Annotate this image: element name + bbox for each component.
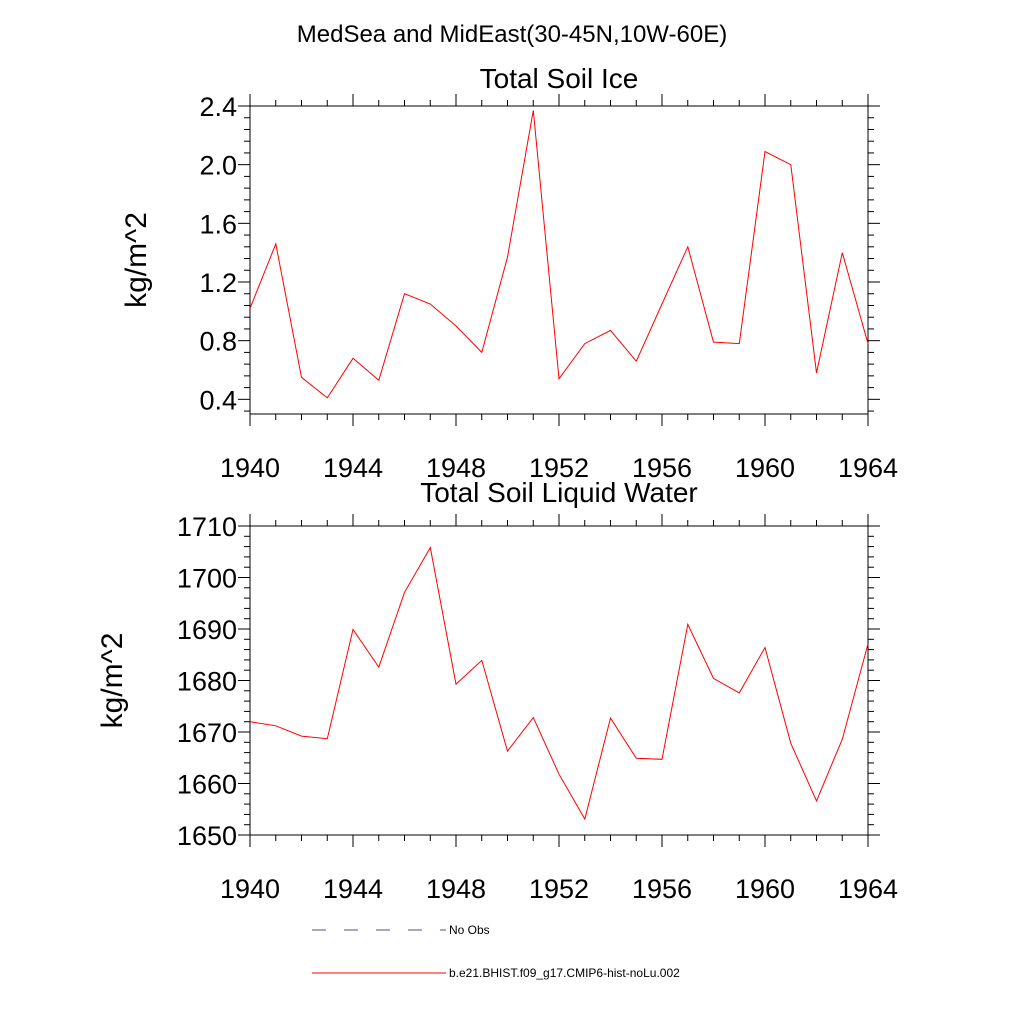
x-tick-label: 1960 bbox=[735, 453, 795, 483]
plot-panel-soil-ice: Total Soil Ice kg/m^2 1940 1944 1948 1952 1956… bbox=[120, 63, 898, 483]
x-tick-label: 1952 bbox=[529, 874, 589, 904]
x-tick-label: 1956 bbox=[632, 874, 692, 904]
y-tick-label: 1.6 bbox=[199, 209, 237, 239]
y-tick-label: 2.0 bbox=[199, 151, 237, 181]
legend-label-model-run: b.e21.BHIST.f09_g17.CMIP6-hist-noLu.002 bbox=[449, 966, 680, 980]
legend-label-no-obs: No Obs bbox=[449, 923, 490, 937]
x-tick-label: 1964 bbox=[838, 453, 898, 483]
chart-title: Total Soil Ice bbox=[480, 63, 639, 94]
x-tick-label: 1940 bbox=[220, 874, 280, 904]
y-tick-label: 1680 bbox=[177, 667, 237, 697]
x-tick-label: 1964 bbox=[838, 874, 898, 904]
series-line-b-e21-bhist-f09-g17-cmip6-hist-nolu-002 bbox=[249, 110, 869, 399]
plot-panel-soil-liquid-water: Total Soil Liquid Water kg/m^2 1940 1944 194… bbox=[96, 477, 898, 904]
y-tick-label: 0.4 bbox=[199, 385, 237, 415]
figure-title: MedSea and MidEast(30-45N,10W-60E) bbox=[297, 21, 727, 48]
y-tick-label: 1.2 bbox=[199, 268, 237, 298]
y-axis-label: kg/m^2 bbox=[96, 633, 129, 729]
x-tick-label: 1940 bbox=[220, 453, 280, 483]
x-tick-label: 1944 bbox=[323, 874, 383, 904]
y-tick-label: 1710 bbox=[177, 512, 237, 542]
y-tick-label: 1700 bbox=[177, 564, 237, 594]
x-tick-label: 1944 bbox=[323, 453, 383, 483]
x-tick-label: 1960 bbox=[735, 874, 795, 904]
x-tick-label: 1948 bbox=[426, 874, 486, 904]
y-axis-label: kg/m^2 bbox=[120, 212, 153, 308]
y-tick-label: 2.4 bbox=[199, 92, 237, 122]
x-tick-label: 1952 bbox=[529, 453, 589, 483]
y-tick-label: 1670 bbox=[177, 718, 237, 748]
legend: No Obs b.e21.BHIST.f09_g17.CMIP6-hist-no… bbox=[312, 923, 680, 980]
series-line-b-e21-bhist-f09-g17-cmip6-hist-nolu-002 bbox=[249, 546, 869, 821]
plot-frame bbox=[249, 525, 869, 836]
x-tick-label: 1956 bbox=[632, 453, 692, 483]
y-tick-label: 1660 bbox=[177, 770, 237, 800]
y-tick-label: 1690 bbox=[177, 615, 237, 645]
plot-frame bbox=[249, 105, 869, 415]
x-tick-label: 1948 bbox=[426, 453, 486, 483]
chart-title: Total Soil Liquid Water bbox=[420, 477, 698, 508]
y-tick-label: 0.8 bbox=[199, 327, 237, 357]
y-tick-label: 1650 bbox=[177, 821, 237, 851]
